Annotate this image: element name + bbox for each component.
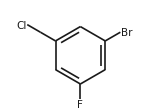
Text: Br: Br — [121, 28, 132, 38]
Text: Cl: Cl — [16, 20, 27, 30]
Text: F: F — [77, 99, 83, 109]
